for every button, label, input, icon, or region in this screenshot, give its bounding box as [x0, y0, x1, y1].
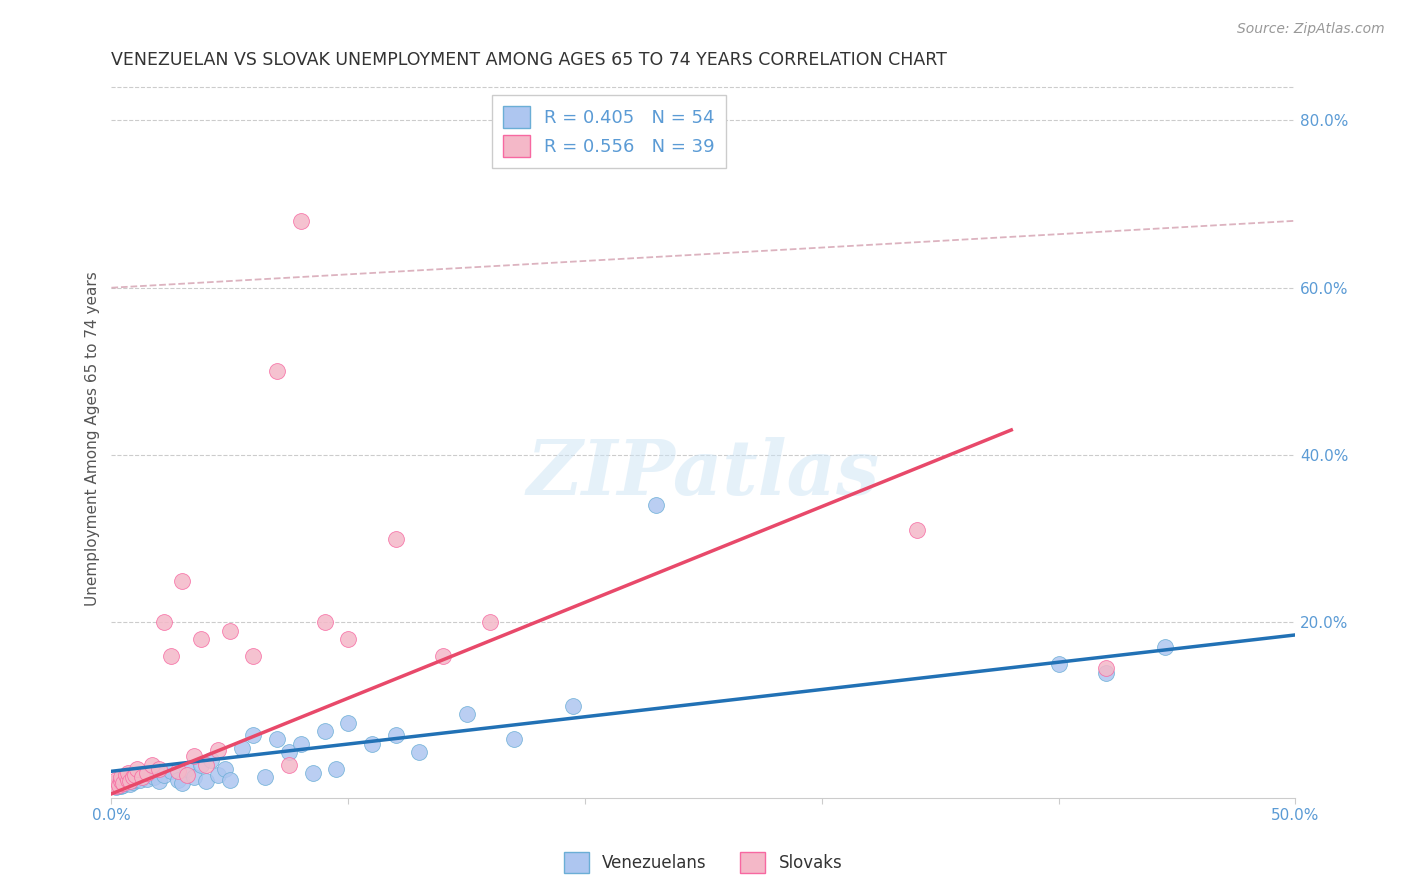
Point: [138, 766, 160, 780]
Point: [131, 767, 153, 781]
Point: [207, 767, 229, 781]
Point: [176, 762, 198, 776]
Point: [105, 779, 128, 793]
Point: [105, 772, 128, 787]
Point: [1095, 665, 1118, 680]
Point: [110, 774, 132, 789]
Point: [107, 778, 129, 792]
Point: [242, 728, 264, 742]
Point: [117, 774, 139, 789]
Point: [131, 770, 153, 784]
Point: [110, 780, 132, 794]
Point: [290, 214, 312, 228]
Point: [143, 770, 166, 784]
Point: [105, 776, 128, 790]
Y-axis label: Unemployment Among Ages 65 to 74 years: Unemployment Among Ages 65 to 74 years: [86, 271, 100, 606]
Text: ZIPatlas: ZIPatlas: [527, 437, 880, 511]
Point: [479, 615, 502, 630]
Point: [127, 762, 149, 776]
Point: [136, 772, 159, 786]
Point: [432, 648, 454, 663]
Point: [114, 776, 136, 790]
Point: [176, 767, 198, 781]
Point: [290, 737, 312, 751]
Point: [242, 648, 264, 663]
Point: [107, 774, 129, 789]
Point: [408, 745, 430, 759]
Point: [110, 772, 132, 787]
Point: [112, 770, 135, 784]
Point: [266, 732, 288, 747]
Point: [121, 775, 143, 789]
Point: [110, 770, 132, 784]
Point: [218, 772, 240, 787]
Point: [117, 772, 139, 787]
Point: [384, 728, 406, 742]
Point: [120, 771, 142, 785]
Point: [148, 774, 170, 789]
Point: [314, 724, 336, 739]
Point: [266, 364, 288, 378]
Point: [148, 762, 170, 776]
Point: [503, 732, 526, 747]
Point: [120, 774, 142, 789]
Point: [103, 779, 125, 793]
Legend: R = 0.405   N = 54, R = 0.556   N = 39: R = 0.405 N = 54, R = 0.556 N = 39: [492, 95, 725, 168]
Point: [1154, 640, 1177, 655]
Point: [166, 772, 188, 787]
Point: [456, 707, 478, 722]
Point: [121, 770, 143, 784]
Point: [325, 762, 347, 776]
Point: [152, 615, 174, 630]
Point: [231, 740, 253, 755]
Point: [905, 524, 928, 538]
Point: [337, 632, 360, 646]
Point: [314, 615, 336, 630]
Point: [112, 776, 135, 790]
Point: [105, 780, 128, 794]
Point: [141, 757, 163, 772]
Point: [103, 776, 125, 790]
Point: [190, 632, 212, 646]
Point: [172, 776, 194, 790]
Point: [127, 769, 149, 783]
Point: [1095, 661, 1118, 675]
Point: [190, 757, 212, 772]
Point: [114, 767, 136, 781]
Point: [112, 778, 135, 792]
Point: [183, 749, 205, 764]
Point: [117, 766, 139, 780]
Point: [124, 767, 146, 781]
Point: [207, 742, 229, 756]
Point: [152, 767, 174, 781]
Point: [124, 772, 146, 787]
Point: [120, 777, 142, 791]
Point: [1047, 657, 1070, 672]
Point: [301, 766, 323, 780]
Point: [384, 532, 406, 546]
Point: [337, 715, 360, 730]
Point: [254, 770, 277, 784]
Point: [107, 779, 129, 793]
Point: [166, 764, 188, 779]
Text: Source: ZipAtlas.com: Source: ZipAtlas.com: [1237, 22, 1385, 37]
Point: [128, 773, 150, 788]
Point: [136, 766, 159, 780]
Point: [214, 762, 236, 776]
Point: [159, 764, 181, 779]
Point: [278, 745, 301, 759]
Text: VENEZUELAN VS SLOVAK UNEMPLOYMENT AMONG AGES 65 TO 74 YEARS CORRELATION CHART: VENEZUELAN VS SLOVAK UNEMPLOYMENT AMONG …: [111, 51, 948, 69]
Point: [645, 498, 668, 512]
Point: [278, 757, 301, 772]
Legend: Venezuelans, Slovaks: Venezuelans, Slovaks: [557, 846, 849, 880]
Point: [172, 574, 194, 588]
Point: [218, 624, 240, 638]
Point: [159, 648, 181, 663]
Point: [183, 770, 205, 784]
Point: [200, 753, 222, 767]
Point: [361, 737, 384, 751]
Point: [562, 699, 585, 714]
Point: [195, 774, 218, 789]
Point: [195, 757, 218, 772]
